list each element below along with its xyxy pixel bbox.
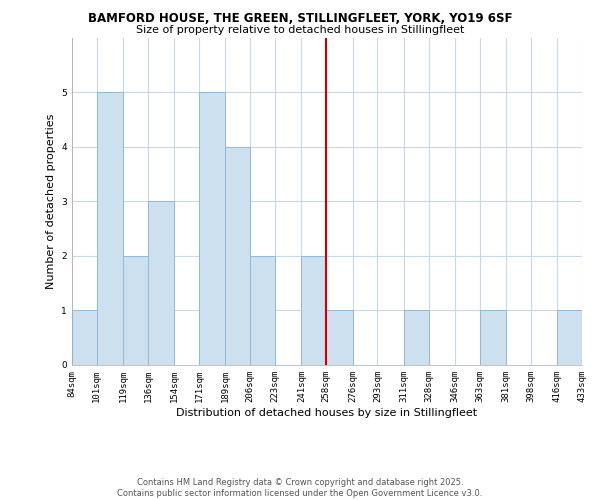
Bar	[250, 256, 275, 365]
Text: BAMFORD HOUSE, THE GREEN, STILLINGFLEET, YORK, YO19 6SF: BAMFORD HOUSE, THE GREEN, STILLINGFLEET,…	[88, 12, 512, 26]
Bar	[123, 256, 148, 365]
Bar	[404, 310, 428, 365]
Text: Size of property relative to detached houses in Stillingfleet: Size of property relative to detached ho…	[136, 25, 464, 35]
Bar	[199, 92, 226, 365]
Y-axis label: Number of detached properties: Number of detached properties	[46, 114, 56, 289]
Bar	[72, 310, 97, 365]
Bar	[557, 310, 582, 365]
X-axis label: Distribution of detached houses by size in Stillingfleet: Distribution of detached houses by size …	[176, 408, 478, 418]
Bar	[326, 310, 353, 365]
Bar	[148, 201, 174, 365]
Bar	[301, 256, 326, 365]
Bar	[226, 146, 250, 365]
Bar	[97, 92, 123, 365]
Text: Contains HM Land Registry data © Crown copyright and database right 2025.
Contai: Contains HM Land Registry data © Crown c…	[118, 478, 482, 498]
Bar	[480, 310, 506, 365]
